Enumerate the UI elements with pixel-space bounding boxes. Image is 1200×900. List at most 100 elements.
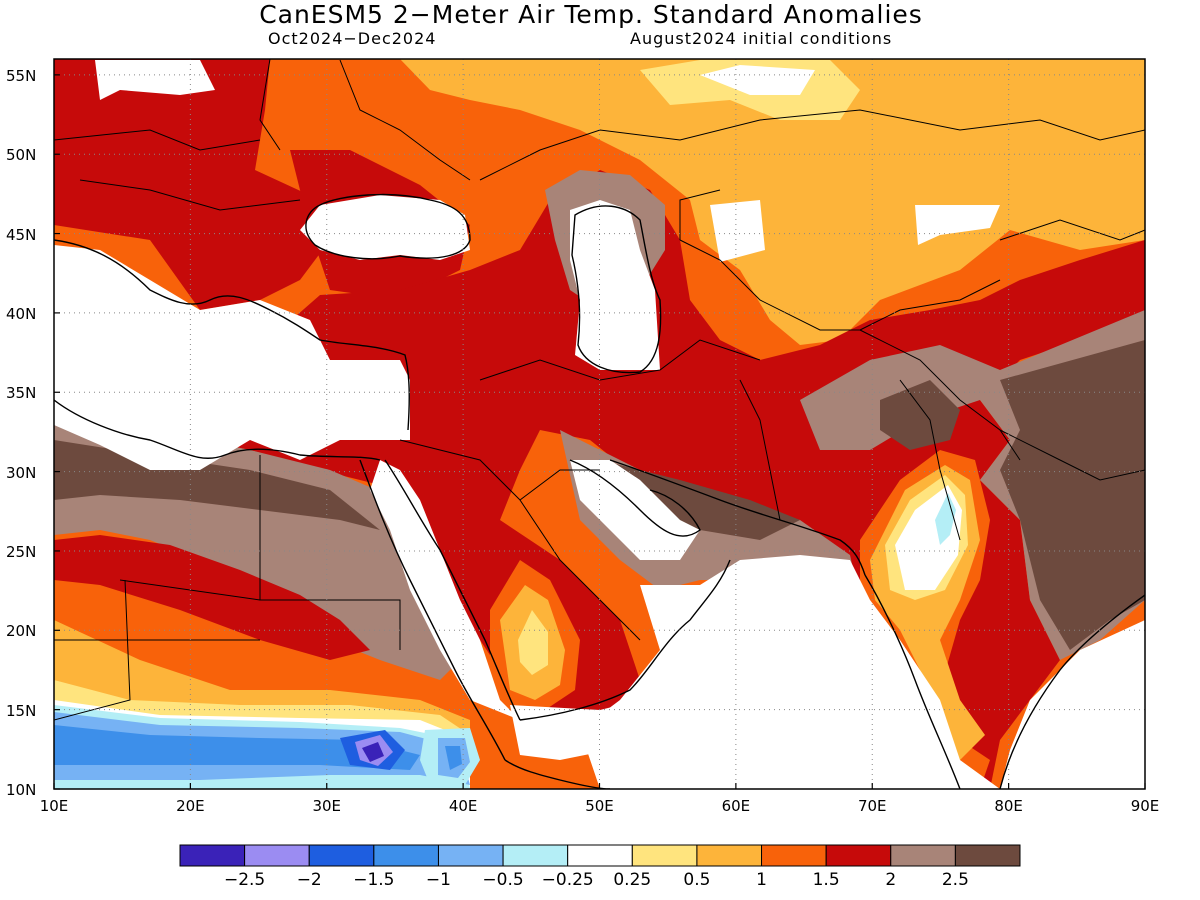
border-8: [739, 379, 781, 521]
coast-arabia-south: [519, 559, 731, 721]
border-6: [479, 339, 761, 381]
coast-persian-gulf: [569, 459, 701, 537]
colorbar-swatch: [761, 844, 827, 867]
coast-black-sea: [305, 193, 471, 260]
field-darkblue-sahel: [54, 725, 420, 770]
mask-caspian: [570, 200, 660, 370]
lon-tick-label: 10E: [39, 797, 69, 815]
coast-med-north: [54, 239, 410, 431]
lat-tick-label: 10N: [6, 781, 37, 799]
chart-title: CanESM5 2−Meter Air Temp. Standard Anoma…: [259, 0, 923, 29]
lon-tick-label: 90E: [1130, 797, 1160, 815]
lat-tick-label: 15N: [6, 701, 37, 720]
border-14: [79, 179, 301, 211]
colorbar-swatch: [244, 844, 310, 867]
graticule: [54, 59, 1145, 789]
colorbar-swatch: [825, 844, 892, 867]
colorbar-label: 1: [756, 870, 767, 890]
mask-black-sea: [300, 195, 470, 260]
coast-india-west: [864, 574, 961, 789]
initial-conditions: August2024 initial conditions: [630, 29, 893, 48]
mask-europe-gap: [95, 60, 215, 100]
colorbar-label: 2: [885, 870, 897, 890]
lat-tick-label: 35N: [6, 384, 37, 403]
colorbar-swatch: [179, 844, 246, 867]
border-10: [899, 379, 961, 541]
border-7: [679, 239, 860, 331]
colorbar-swatch: [567, 844, 633, 867]
lon-tick-label: 50E: [585, 797, 614, 815]
coast-india-east: [999, 594, 1145, 789]
colorbar-label: −1: [425, 870, 451, 890]
field-ethiopia-core: [445, 746, 462, 770]
colorbar-label: 0.5: [683, 870, 711, 890]
border-13: [54, 129, 261, 151]
border-15: [339, 59, 471, 181]
lon-tick-label: 60E: [721, 797, 751, 815]
colorbar-swatch: [631, 844, 698, 867]
borders: [54, 59, 1145, 721]
lon-tick-label: 40E: [448, 797, 478, 815]
colorbar-label: −2.5: [223, 870, 266, 890]
lat-tick-label: 20N: [6, 622, 37, 641]
colorbar-label: −0.25: [541, 870, 594, 890]
lon-tick-label: 20E: [176, 797, 205, 815]
border-11: [999, 429, 1145, 481]
tick-marks: [53, 74, 1146, 790]
mask-mediterranean: [54, 245, 410, 470]
colorbar-swatch: [437, 844, 504, 867]
colorbar-label: −0.5: [482, 870, 524, 890]
mask-gulf-of-aden: [510, 700, 660, 760]
border-18: [999, 219, 1145, 241]
border-5: [519, 499, 641, 641]
lat-tick-label: 30N: [6, 463, 37, 482]
colorbar-swatch: [373, 844, 439, 867]
coast-caspian: [571, 205, 662, 374]
lat-tick-label: 40N: [6, 304, 37, 323]
mask-red-sea: [370, 460, 520, 720]
field-red-sahara: [54, 535, 370, 660]
mask-bay-of-bengal: [1000, 620, 1145, 789]
lon-tick-label: 70E: [857, 797, 887, 815]
colorbar-label: −1.5: [353, 870, 395, 890]
colorbar-label: −2: [296, 870, 322, 890]
border-9: [859, 329, 1021, 461]
mask-arabian-sea: [580, 555, 1000, 789]
field-indigo-sahel: [362, 742, 384, 762]
lat-tick-label: 45N: [6, 225, 37, 244]
field-white-north: [700, 65, 815, 95]
field-darkbrown-pakistan: [880, 380, 960, 450]
mask-balkhash: [915, 205, 1000, 245]
border-19: [859, 279, 1001, 331]
border-17: [679, 189, 721, 240]
colorbar-swatch: [502, 844, 569, 867]
lat-tick-label: 25N: [6, 542, 37, 561]
coast-horn-africa: [504, 759, 611, 789]
colorbar-swatch: [308, 844, 375, 867]
colorbar-swatch: [696, 844, 763, 867]
border-16: [479, 109, 1145, 181]
coast-red-sea-east: [384, 459, 521, 721]
lat-tick-label: 55N: [6, 66, 37, 85]
lat-tick-label: 50N: [6, 146, 37, 165]
colorbar-swatch: [954, 844, 1021, 867]
lon-tick-label: 80E: [994, 797, 1023, 815]
mask-persian-gulf: [570, 460, 700, 560]
colorbar-swatch: [890, 844, 956, 867]
lon-tick-label: 30E: [312, 797, 342, 815]
field-darkbrown-gulf: [600, 460, 800, 540]
field-darkbrown-india: [1000, 340, 1145, 650]
forecast-period: Oct2024−Dec2024: [268, 29, 437, 48]
coast-red-sea-west: [359, 459, 506, 761]
mask-aral: [710, 200, 765, 262]
colorbar-label: 2.5: [941, 870, 969, 890]
border-1: [259, 455, 401, 650]
coast-north-africa: [54, 399, 381, 461]
coast-iran-south: [609, 459, 866, 576]
coastlines: [54, 193, 1145, 789]
colorbar-label: 0.25: [613, 870, 652, 890]
colorbar-label: 1.5: [812, 870, 840, 890]
field-yellow-arabia: [518, 610, 548, 675]
border-12: [259, 59, 281, 151]
